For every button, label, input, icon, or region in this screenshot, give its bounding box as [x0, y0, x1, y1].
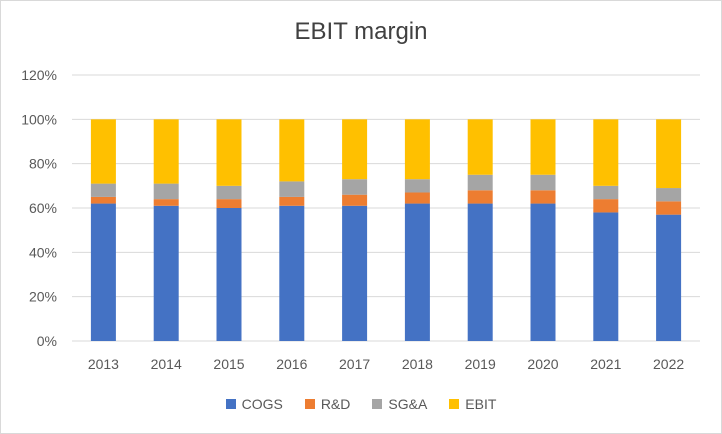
- bar-segment-cogs: [404, 203, 430, 341]
- x-tick-label: 2018: [402, 356, 433, 372]
- legend-swatch: [449, 399, 460, 409]
- bar-segment-cogs: [216, 208, 242, 341]
- bar-segment-ebit: [593, 119, 619, 186]
- bar-segment-sg-a: [90, 183, 116, 197]
- bar-segment-cogs: [90, 203, 116, 341]
- bar-segment-ebit: [404, 119, 430, 180]
- bar-segment-ebit: [467, 119, 493, 175]
- legend-label: COGS: [241, 396, 283, 412]
- legend-label: SG&A: [388, 396, 428, 412]
- y-tick-label: 60%: [29, 200, 57, 216]
- y-tick-label: 40%: [29, 244, 57, 260]
- bar-segment-r-d: [90, 196, 116, 204]
- bar-segment-r-d: [342, 194, 368, 206]
- x-tick-label: 2016: [276, 356, 307, 372]
- bar-segment-r-d: [593, 199, 619, 213]
- bar-segment-cogs: [153, 205, 179, 341]
- y-tick-label: 20%: [29, 289, 57, 305]
- legend: COGS R&D SG&A EBIT: [0, 396, 722, 412]
- bar-segment-sg-a: [153, 183, 179, 200]
- bar-segment-r-d: [216, 199, 242, 208]
- bar-segment-r-d: [279, 196, 305, 206]
- bar-segment-cogs: [342, 205, 368, 341]
- bar-segment-ebit: [530, 119, 556, 175]
- bar-segment-r-d: [404, 192, 430, 204]
- x-tick-label: 2021: [590, 356, 621, 372]
- bar-segment-ebit: [216, 119, 242, 186]
- bar-segment-ebit: [656, 119, 682, 189]
- legend-swatch: [225, 399, 236, 409]
- bar-segment-sg-a: [467, 174, 493, 191]
- x-axis-ticks: 2013 2014 2015 2016 2017 2018 2019 2020 2021 2022: [88, 356, 685, 372]
- y-axis-ticks: 0% 20% 40% 60% 80% 100% 120%: [21, 67, 57, 349]
- x-tick-label: 2015: [213, 356, 244, 372]
- bar-segment-r-d: [656, 201, 682, 215]
- bar-segment-sg-a: [279, 181, 305, 197]
- bar-segment-cogs: [467, 203, 493, 341]
- bar-segment-ebit: [153, 119, 179, 184]
- legend-item: EBIT: [449, 396, 496, 412]
- bar-segment-ebit: [342, 119, 368, 180]
- bar-segment-cogs: [656, 214, 682, 341]
- y-tick-label: 0%: [37, 333, 57, 349]
- legend-item: R&D: [304, 396, 351, 412]
- bar-segment-r-d: [467, 190, 493, 204]
- legend-label: R&D: [320, 396, 351, 412]
- legend-item: COGS: [225, 396, 283, 412]
- bar-segment-sg-a: [593, 185, 619, 200]
- bar-segment-sg-a: [656, 188, 682, 202]
- bar-segment-sg-a: [342, 179, 368, 195]
- legend-swatch: [372, 399, 383, 409]
- legend-label: EBIT: [465, 396, 497, 412]
- x-tick-label: 2013: [88, 356, 119, 372]
- x-tick-label: 2014: [151, 356, 182, 372]
- bar-segment-cogs: [279, 205, 305, 341]
- bar-segment-r-d: [530, 190, 556, 204]
- chart-title: EBIT margin: [294, 18, 428, 45]
- x-tick-label: 2022: [653, 356, 684, 372]
- y-tick-label: 80%: [29, 156, 57, 172]
- y-tick-label: 120%: [21, 67, 57, 83]
- bar-segment-ebit: [279, 119, 305, 182]
- x-tick-label: 2017: [339, 356, 370, 372]
- bar-segment-sg-a: [404, 179, 430, 193]
- bar-segment-ebit: [90, 119, 116, 184]
- y-tick-label: 100%: [21, 111, 57, 127]
- x-tick-label: 2019: [465, 356, 496, 372]
- bar-segment-cogs: [530, 203, 556, 341]
- legend-swatch: [304, 399, 315, 409]
- bar-segment-sg-a: [530, 174, 556, 191]
- bars: [90, 119, 682, 341]
- bar-segment-cogs: [593, 212, 619, 341]
- bar-segment-sg-a: [216, 185, 242, 200]
- x-tick-label: 2020: [527, 356, 558, 372]
- legend-item: SG&A: [372, 396, 427, 412]
- bar-segment-r-d: [153, 199, 179, 206]
